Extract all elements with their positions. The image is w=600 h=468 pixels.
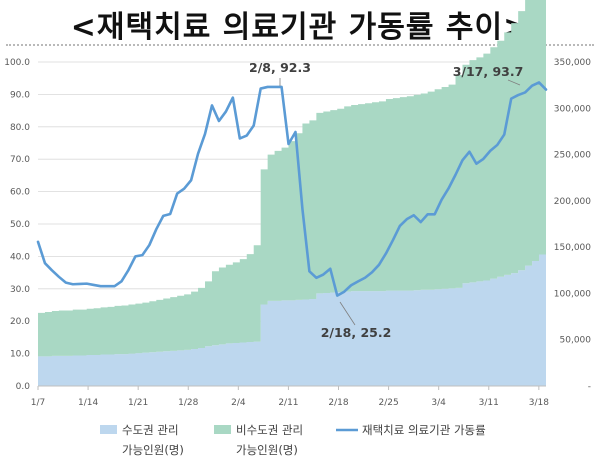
x-axis-tick-label: 2/18 <box>328 398 348 408</box>
x-axis-tick-label: 3/18 <box>529 398 549 408</box>
area-series <box>38 0 546 386</box>
right-axis-tick-label: 350,000 <box>554 58 591 68</box>
callout-label: 2/18, 25.2 <box>321 325 392 340</box>
legend-label: 비수도권 관리 <box>236 423 303 437</box>
left-axis-tick-label: 20.0 <box>10 317 30 327</box>
x-axis-tick-label: 2/25 <box>378 398 398 408</box>
left-axis-tick-label: 80.0 <box>10 123 30 133</box>
legend-label: 재택치료 의료기관 가동률 <box>362 423 486 437</box>
x-axis-tick-label: 1/14 <box>78 398 98 408</box>
legend-swatch <box>100 425 117 434</box>
x-axis-tick-label: 1/21 <box>128 398 148 408</box>
callout-label: 2/8, 92.3 <box>249 60 311 75</box>
line-series <box>36 81 548 297</box>
left-axis-tick-label: 0.0 <box>16 382 31 392</box>
right-axis-tick-label: 50,000 <box>560 336 592 346</box>
left-axis-tick-label: 100.0 <box>4 58 30 68</box>
x-axis-tick-label: 1/7 <box>31 398 45 408</box>
left-axis-tick-label: 30.0 <box>10 285 30 295</box>
legend-label: 가능인원(명) <box>122 443 184 457</box>
legend-item[interactable]: 재택치료 의료기관 가동률 <box>336 423 486 437</box>
chart-title: <재택치료 의료기관 가동률 추이> <box>70 10 530 45</box>
right-axis-tick-label: 250,000 <box>554 151 591 161</box>
callouts: 2/8, 92.3 2/18, 25.2 3/17, 93.7 <box>249 60 523 340</box>
area-metro-capacity <box>38 248 546 386</box>
x-axis-tick-label: 2/11 <box>278 398 298 408</box>
legend-label: 가능인원(명) <box>236 443 298 457</box>
area-nonmetro-capacity <box>38 0 546 357</box>
right-axis-tick-label: 100,000 <box>554 289 591 299</box>
left-axis-tick-label: 70.0 <box>10 155 30 165</box>
left-axis-tick-label: 60.0 <box>10 188 30 198</box>
right-axis-tick-label: - <box>588 382 591 392</box>
right-axis-tick-label: 300,000 <box>554 104 591 114</box>
callout-leader-line <box>339 301 356 326</box>
left-axis-tick-label: 10.0 <box>10 350 30 360</box>
axes: 0.0 10.0 20.0 30.0 40.0 50.0 60.0 70.0 80.0 90.0 1… <box>4 58 591 408</box>
x-axis-tick-label: 3/11 <box>479 398 499 408</box>
callout-label: 3/17, 93.7 <box>453 64 524 79</box>
right-axis-tick-label: 150,000 <box>554 243 591 253</box>
x-axis-tick-label: 3/4 <box>431 398 446 408</box>
x-axis-tick-label: 1/28 <box>178 398 198 408</box>
legend-label: 수도권 관리 <box>122 423 179 437</box>
callout-leader-line <box>507 79 521 86</box>
line-utilization-rate <box>36 81 548 297</box>
right-axis-tick-label: 200,000 <box>554 197 591 207</box>
legend-swatch <box>214 425 231 434</box>
left-axis-tick-label: 50.0 <box>10 220 30 230</box>
title-divider <box>6 44 594 46</box>
left-axis-tick-label: 40.0 <box>10 252 30 262</box>
x-axis-tick-label: 2/4 <box>231 398 246 408</box>
left-axis-tick-label: 90.0 <box>10 90 30 100</box>
